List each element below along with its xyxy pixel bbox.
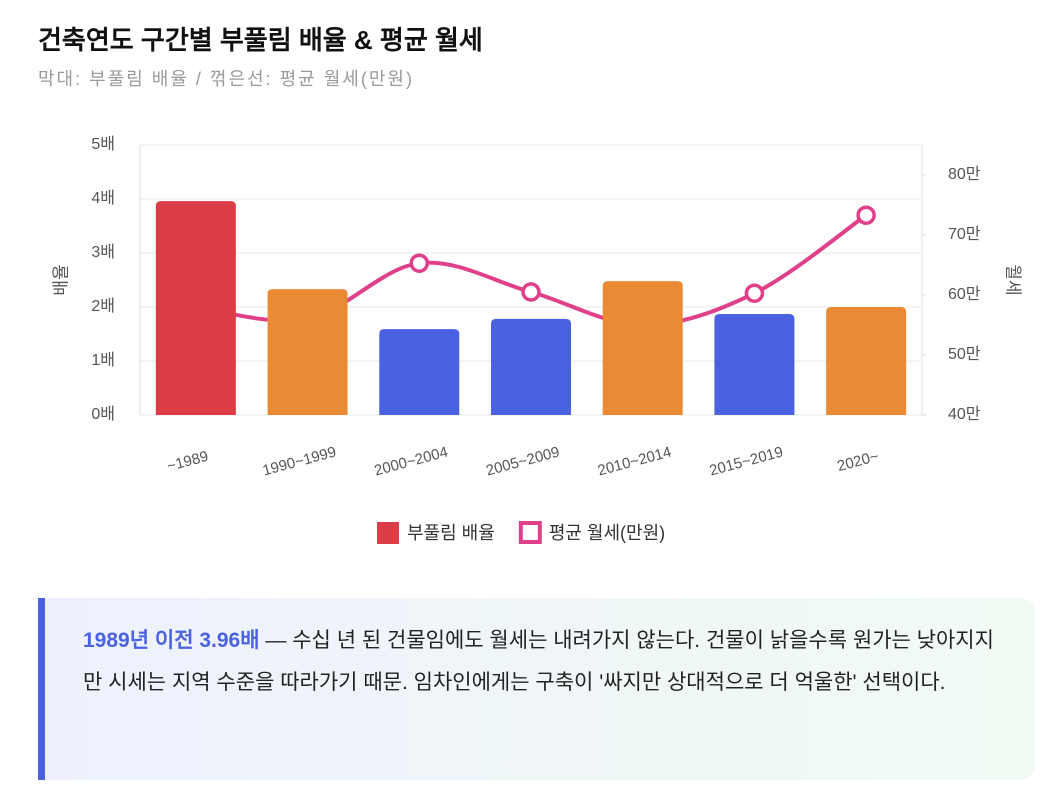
line-marker bbox=[856, 205, 876, 225]
y-tick-label: 0배 bbox=[91, 405, 115, 423]
y2-tick-label: 60만 bbox=[948, 285, 981, 303]
legend-swatch bbox=[518, 521, 542, 544]
bar bbox=[714, 314, 795, 415]
y2-tick-label: 80만 bbox=[948, 165, 981, 183]
bar bbox=[379, 329, 460, 415]
x-tick-label: 2020~ bbox=[835, 448, 880, 475]
y2-tick-label: 50만 bbox=[948, 345, 981, 363]
legend-label: 부풀림 배율 bbox=[407, 523, 495, 543]
line-marker bbox=[744, 283, 765, 303]
callout-highlight: 1989년 이전 3.96배 bbox=[83, 629, 260, 652]
x-tick-label: 2010~2014 bbox=[596, 444, 673, 480]
y-tick-label: 2배 bbox=[91, 297, 115, 315]
bar bbox=[155, 201, 236, 415]
y-axis-title: 배율 bbox=[51, 264, 70, 295]
y2-tick-label: 70만 bbox=[948, 225, 981, 243]
bar bbox=[267, 289, 348, 415]
x-tick-label: 1990~1999 bbox=[261, 444, 338, 480]
bar bbox=[491, 318, 571, 415]
callout: 1989년 이전 3.96배 — 수십 년 된 건물임에도 월세는 내려가지 않… bbox=[38, 598, 1035, 780]
legend-label: 평균 월세(만원) bbox=[549, 523, 665, 543]
bar bbox=[826, 307, 907, 415]
chart: 건축연도 구간별 부풀림 배율 & 평균 월세 막대: 부풀림 배율 / 꺾은선… bbox=[38, 25, 1023, 544]
y-tick-label: 5배 bbox=[91, 135, 115, 153]
legend-swatch bbox=[377, 522, 399, 544]
y2-axis-title: 월세 bbox=[1004, 264, 1023, 295]
x-tick-label: 2000~2004 bbox=[372, 444, 449, 480]
line-marker bbox=[409, 253, 430, 273]
callout-text: — 수십 년 된 건물임에도 월세는 내려가지 않는다. 건물이 낡을수록 원가… bbox=[83, 629, 994, 694]
y2-tick-label: 40만 bbox=[948, 405, 981, 423]
y-tick-label: 1배 bbox=[91, 351, 115, 369]
y-tick-label: 4배 bbox=[91, 189, 115, 207]
x-tick-label: 2015~2019 bbox=[708, 444, 785, 480]
chart-title: 건축연도 구간별 부풀림 배율 & 평균 월세 bbox=[38, 25, 483, 55]
bar bbox=[602, 281, 683, 415]
line-marker bbox=[521, 282, 541, 302]
x-tick-label: ~1989 bbox=[165, 448, 210, 475]
x-tick-label: 2005~2009 bbox=[484, 444, 561, 480]
y-tick-label: 3배 bbox=[91, 243, 115, 261]
chart-subtitle: 막대: 부풀림 배율 / 꺾은선: 평균 월세(만원) bbox=[38, 69, 414, 89]
